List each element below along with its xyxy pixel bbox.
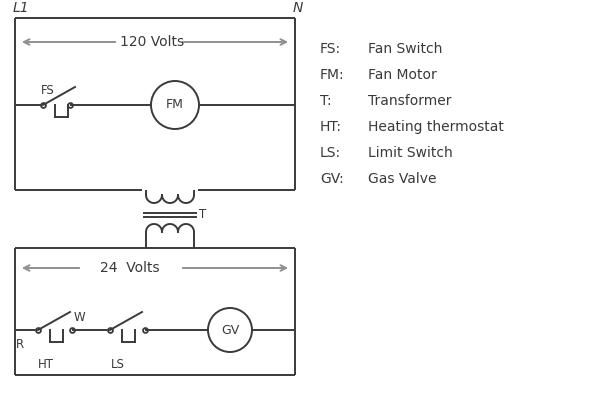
Text: L1: L1	[13, 1, 30, 15]
Text: Fan Switch: Fan Switch	[368, 42, 442, 56]
Text: HT:: HT:	[320, 120, 342, 134]
Text: FM:: FM:	[320, 68, 345, 82]
Text: FS: FS	[41, 84, 55, 97]
Text: Limit Switch: Limit Switch	[368, 146, 453, 160]
Text: FM: FM	[166, 98, 184, 112]
Text: FS:: FS:	[320, 42, 341, 56]
Text: W: W	[74, 311, 86, 324]
Text: N: N	[293, 1, 303, 15]
Text: Fan Motor: Fan Motor	[368, 68, 437, 82]
Text: R: R	[16, 338, 24, 351]
Text: HT: HT	[38, 358, 54, 371]
Text: 24  Volts: 24 Volts	[100, 261, 160, 275]
Text: Transformer: Transformer	[368, 94, 451, 108]
Text: LS: LS	[111, 358, 125, 371]
Text: Heating thermostat: Heating thermostat	[368, 120, 504, 134]
Text: 120 Volts: 120 Volts	[120, 35, 184, 49]
Text: Gas Valve: Gas Valve	[368, 172, 437, 186]
Text: GV: GV	[221, 324, 239, 336]
Text: T: T	[199, 208, 206, 222]
Text: LS:: LS:	[320, 146, 341, 160]
Text: GV:: GV:	[320, 172, 344, 186]
Text: T:: T:	[320, 94, 332, 108]
